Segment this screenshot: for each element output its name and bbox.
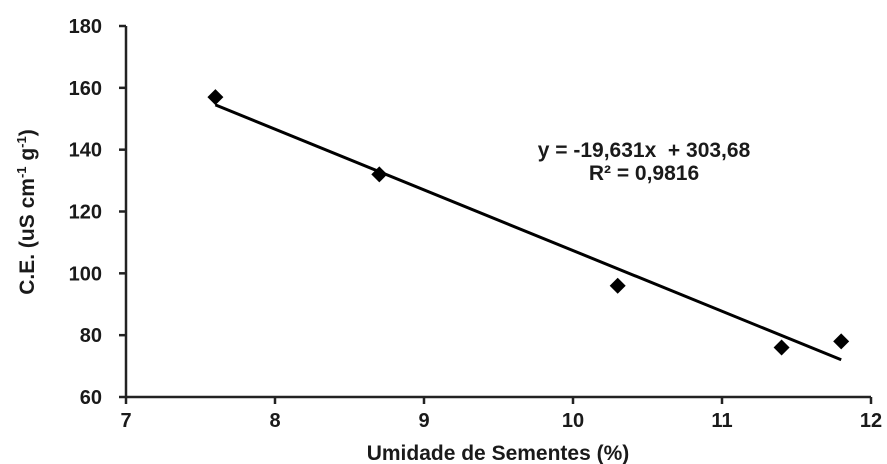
r-squared-label: R² = 0,9816 (589, 162, 699, 185)
axes (124, 26, 871, 399)
data-point-marker (207, 89, 224, 106)
x-tick-label: 12 (860, 410, 882, 432)
y-axis-label-mid: g (16, 148, 39, 167)
x-tick-label: 10 (562, 410, 584, 432)
x-tick-label: 9 (418, 410, 429, 432)
trendline-equation: y = -19,631x + 303,68 (538, 139, 751, 162)
data-point-marker (371, 166, 388, 183)
data-point-marker (609, 277, 626, 294)
y-tick-label: 60 (80, 387, 102, 409)
y-axis-label-prefix: C.E. (uS cm (16, 178, 39, 295)
y-tick-label: 100 (69, 263, 102, 285)
x-tick-group: 7 8 9 10 11 12 (120, 397, 882, 432)
trendline (214, 103, 842, 362)
x-axis-label: Umidade de Sementes (%) (367, 442, 630, 464)
x-tick-label: 11 (711, 410, 732, 432)
y-tick-label: 80 (80, 325, 102, 347)
data-point-marker (773, 339, 790, 356)
y-tick-label: 180 (69, 16, 102, 38)
y-axis-label-sup2: -1 (14, 136, 29, 148)
x-tick-label: 7 (120, 410, 131, 432)
trendline-group (214, 103, 842, 362)
data-points (207, 89, 850, 356)
y-tick-group: 60 80 100 120 140 160 180 (69, 16, 126, 409)
y-tick-label: 140 (69, 140, 102, 162)
x-tick-label: 8 (269, 410, 280, 432)
data-point-marker (833, 333, 850, 350)
y-axis-label-sup1: -1 (14, 166, 29, 178)
y-tick-label: 120 (69, 202, 102, 224)
y-axis-label-suffix: ) (16, 129, 39, 136)
y-tick-label: 160 (69, 78, 102, 100)
y-axis-label: C.E. (uS cm-1 g-1) (14, 129, 39, 295)
